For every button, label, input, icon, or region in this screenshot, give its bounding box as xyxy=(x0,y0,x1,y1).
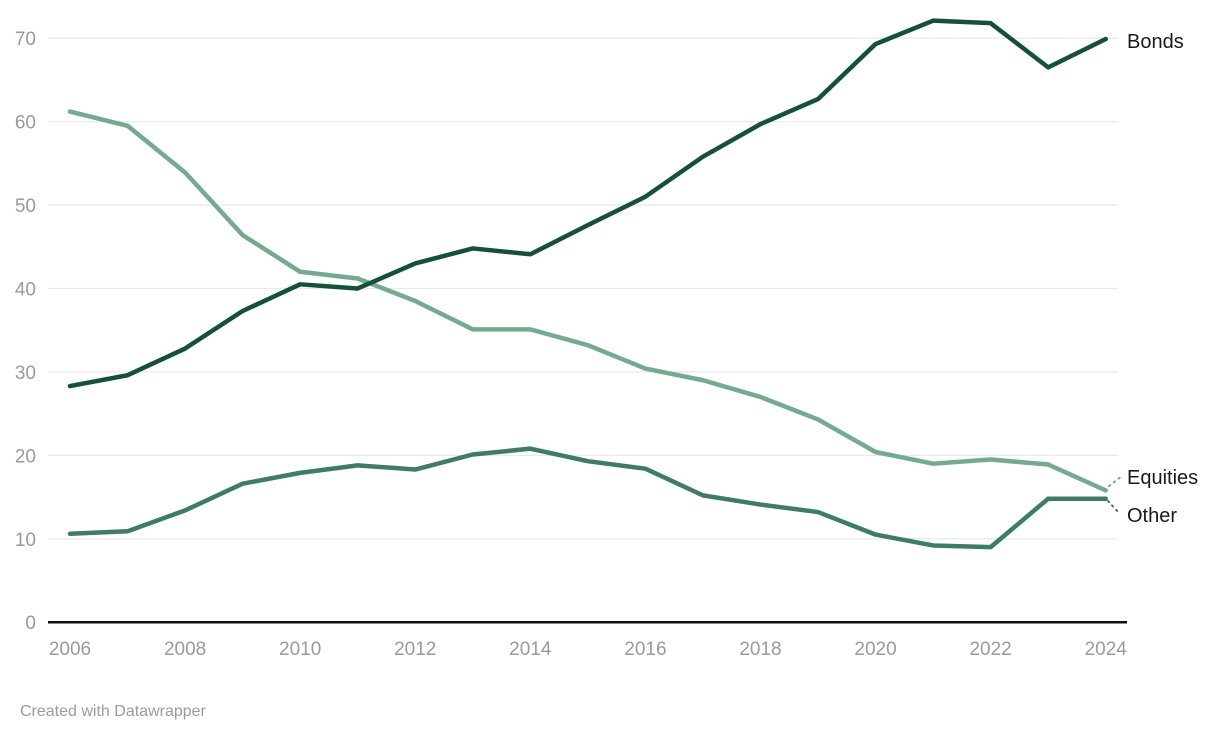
x-tick-label-2006: 2006 xyxy=(49,639,91,660)
x-tick-label-2018: 2018 xyxy=(739,639,781,660)
datawrapper-credit: Created with Datawrapper xyxy=(20,703,206,720)
y-tick-label-40: 40 xyxy=(15,279,36,300)
leader-line-other xyxy=(1107,500,1121,515)
leader-line-equities xyxy=(1108,475,1123,487)
x-tick-label-2014: 2014 xyxy=(509,639,552,660)
bonds-line xyxy=(67,18,1108,389)
series-label-other: Other xyxy=(1127,505,1178,527)
x-tick-label-2010: 2010 xyxy=(279,639,321,660)
y-tick-label-0: 0 xyxy=(25,613,36,634)
series-label-bonds: Bonds xyxy=(1127,31,1184,53)
y-tick-label-20: 20 xyxy=(15,446,36,467)
y-tick-label-60: 60 xyxy=(15,113,36,134)
y-tick-label-70: 70 xyxy=(15,29,36,50)
x-tick-label-2024: 2024 xyxy=(1085,639,1128,660)
x-tick-label-2020: 2020 xyxy=(854,639,896,660)
x-tick-label-2008: 2008 xyxy=(164,639,206,660)
series-label-equities: Equities xyxy=(1127,467,1199,489)
equities-line xyxy=(67,109,1108,493)
y-tick-label-30: 30 xyxy=(15,363,36,384)
x-tick-label-2016: 2016 xyxy=(624,639,666,660)
y-tick-label-10: 10 xyxy=(15,530,36,551)
y-tick-label-50: 50 xyxy=(15,196,36,217)
x-tick-label-2012: 2012 xyxy=(394,639,436,660)
other-line xyxy=(67,446,1108,550)
x-tick-label-2022: 2022 xyxy=(969,639,1011,660)
